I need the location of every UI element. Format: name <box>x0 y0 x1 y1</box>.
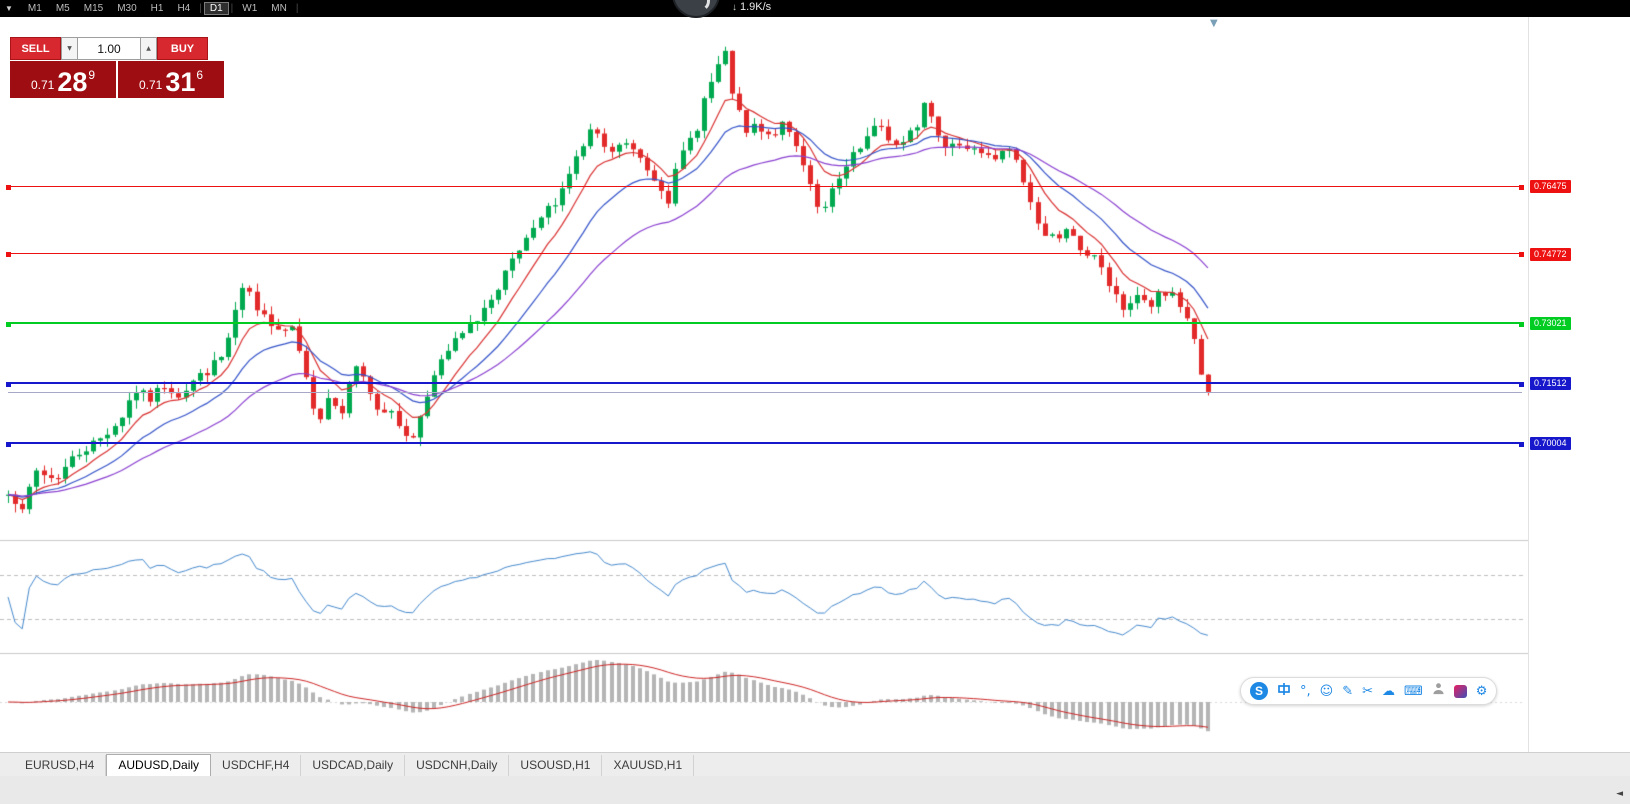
line-handle[interactable] <box>1519 252 1524 258</box>
buy-big-figure: 0.71 <box>138 78 163 92</box>
timeframe-m5[interactable]: M5 <box>55 3 70 14</box>
hline-0.71512[interactable] <box>6 382 1524 388</box>
chart-tab-bar: EURUSD,H4 AUDUSD,Daily USDCHF,H4 USDCAD,Dai… <box>0 752 1630 776</box>
ime-toolbar: S °, ☺ ✎ ✂ ☁ ⌨ ⚙ <box>1240 677 1498 705</box>
screenshot-scissors-icon[interactable]: ✂ <box>1362 683 1374 699</box>
netspeed-value: 1.9K/s <box>740 1 772 13</box>
sell-pipette: 9 <box>88 68 96 82</box>
tab-scroll-left-icon[interactable]: ◄ <box>1616 789 1623 799</box>
netspeed-widget: ↓ 1.9K/s <box>732 1 771 13</box>
price-label-0.73021: 0.73021 <box>1530 317 1571 331</box>
toolbar-separator: | <box>295 3 299 14</box>
sell-button[interactable]: SELL <box>10 37 61 60</box>
line-handle[interactable] <box>1519 382 1524 388</box>
price-scale[interactable]: 0.76475 0.74772 0.73021 0.71512 0.70004 <box>1528 17 1630 752</box>
chart-tab-usdchf-h4[interactable]: USDCHF,H4 <box>211 755 302 776</box>
status-bar: ◄ <box>0 776 1630 804</box>
buy-button[interactable]: BUY <box>157 37 208 60</box>
hline-0.73021[interactable] <box>6 322 1524 328</box>
timeframe-h4[interactable]: H4 <box>177 3 191 14</box>
line-handle[interactable] <box>6 442 11 448</box>
scroll-to-end-icon[interactable]: ▼ <box>1210 18 1218 29</box>
line-handle[interactable] <box>6 382 11 388</box>
volume-dropdown-button[interactable]: ▼ <box>61 37 78 60</box>
line-handle[interactable] <box>6 322 11 328</box>
timeframe-m15[interactable]: M15 <box>83 3 104 14</box>
timeframe-w1[interactable]: W1 <box>242 3 258 14</box>
line-handle[interactable] <box>6 252 11 258</box>
sell-pips: 28 <box>57 67 88 97</box>
chinese-mode-icon[interactable] <box>1277 682 1291 701</box>
user-icon[interactable] <box>1432 682 1445 700</box>
chart-tab-eurusd-h4[interactable]: EURUSD,H4 <box>14 755 107 776</box>
symbols-dropdown-icon[interactable]: ▼ <box>5 4 13 13</box>
price-label-0.76475: 0.76475 <box>1530 180 1571 194</box>
volume-up-button[interactable]: ▲ <box>140 37 157 60</box>
chart-tab-usdcnh-daily[interactable]: USDCNH,Daily <box>405 755 510 776</box>
handwriting-pen-icon[interactable]: ✎ <box>1342 683 1354 699</box>
chart-canvas[interactable] <box>0 17 1528 752</box>
line-handle[interactable] <box>6 184 11 190</box>
bid-price-line <box>8 391 1522 393</box>
chart-tab-usdcad-daily[interactable]: USDCAD,Daily <box>301 755 406 776</box>
line-handle[interactable] <box>1519 442 1524 448</box>
sogou-logo-icon[interactable]: S <box>1250 682 1268 700</box>
keyboard-icon[interactable]: ⌨ <box>1404 683 1423 699</box>
hline-0.76475[interactable] <box>6 184 1524 190</box>
sell-price[interactable]: 0.71 28 9 <box>10 61 116 98</box>
cloud-icon[interactable]: ☁ <box>1382 683 1396 699</box>
buy-pips: 31 <box>165 67 196 97</box>
volume-input[interactable] <box>78 37 140 60</box>
price-label-0.71512: 0.71512 <box>1530 377 1571 391</box>
horizontal-lines-layer <box>0 17 1528 752</box>
timeframe-m1[interactable]: M1 <box>27 3 42 14</box>
settings-gear-icon[interactable]: ⚙ <box>1475 683 1488 699</box>
hline-0.74772[interactable] <box>6 252 1524 258</box>
price-label-0.74772: 0.74772 <box>1530 247 1571 261</box>
toolbar-separator: | <box>230 3 234 14</box>
line-handle[interactable] <box>1519 322 1524 328</box>
line-handle[interactable] <box>1519 184 1524 190</box>
timeframe-mn[interactable]: MN <box>271 3 287 14</box>
timeframe-d1[interactable]: D1 <box>203 2 229 15</box>
chart-tab-usousd-h1[interactable]: USOUSD,H1 <box>509 755 603 776</box>
timeframe-toolbar: ▼ M1 M5 M15 M30 H1 H4 | D1 | W1 MN | <box>0 0 1630 17</box>
punctuation-icon[interactable]: °, <box>1300 683 1311 699</box>
buy-price[interactable]: 0.71 31 6 <box>118 61 224 98</box>
timeframe-h1[interactable]: H1 <box>150 3 164 14</box>
skin-icon[interactable] <box>1453 684 1467 698</box>
timeframe-buttons: M1 M5 M15 M30 H1 H4 | D1 | W1 MN | <box>21 0 301 17</box>
timeframe-m30[interactable]: M30 <box>117 3 137 14</box>
sell-big-figure: 0.71 <box>30 78 55 92</box>
buy-pipette: 6 <box>196 68 204 82</box>
chart-tab-xauusd-h1[interactable]: XAUUSD,H1 <box>602 755 695 776</box>
chart-tab-audusd-daily[interactable]: AUDUSD,Daily <box>106 754 212 776</box>
price-label-0.70004: 0.70004 <box>1530 437 1571 451</box>
emoji-icon[interactable]: ☺ <box>1319 683 1334 699</box>
download-arrow-icon: ↓ <box>732 1 737 13</box>
hline-0.70004[interactable] <box>6 442 1524 448</box>
toolbar-separator: | <box>199 3 202 14</box>
